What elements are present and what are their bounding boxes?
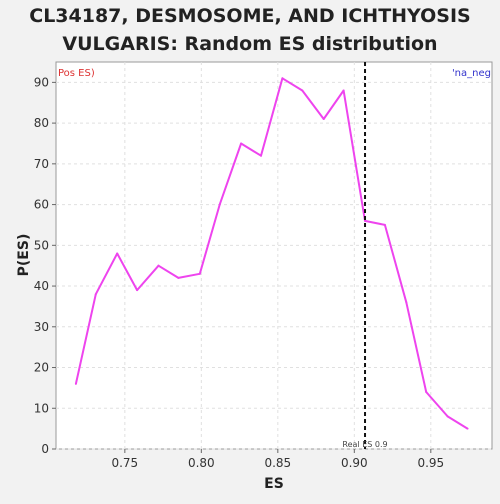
- data-point: [116, 252, 119, 255]
- data-point: [446, 415, 449, 418]
- data-point: [301, 89, 304, 92]
- data-point: [383, 223, 386, 226]
- y-tick-label: 40: [34, 279, 49, 293]
- x-tick-label: 0.85: [264, 456, 291, 470]
- x-tick-label: 0.90: [341, 456, 368, 470]
- plot-area: [55, 61, 493, 450]
- y-tick-label: 0: [41, 442, 49, 456]
- y-tick-label: 60: [34, 198, 49, 212]
- data-point: [342, 89, 345, 92]
- data-point: [405, 301, 408, 304]
- axis-ticks: 0 10 20 30 40 50 60 70 80 90 0.75 0.80 0.85 0.90 0.95: [34, 75, 444, 470]
- x-tick-label: 0.80: [188, 456, 215, 470]
- data-point: [94, 293, 97, 296]
- data-point: [364, 219, 367, 222]
- y-tick-label: 70: [34, 157, 49, 171]
- data-point: [466, 427, 469, 430]
- data-point: [240, 142, 243, 145]
- chart-title-line-2: VULGARIS: Random ES distribution: [62, 33, 437, 55]
- series-line: [74, 77, 469, 430]
- data-point: [259, 154, 262, 157]
- x-tick-label: 0.75: [111, 456, 138, 470]
- grid-lines: [56, 62, 492, 450]
- real-es-group: Real ES 0.9: [342, 62, 388, 449]
- data-point: [74, 382, 77, 385]
- data-point: [218, 203, 221, 206]
- y-tick-label: 50: [34, 238, 49, 252]
- data-point: [198, 272, 201, 275]
- data-point: [157, 264, 160, 267]
- y-tick-label: 80: [34, 116, 49, 130]
- y-tick-label: 90: [34, 75, 49, 89]
- x-tick-label: 0.95: [417, 456, 444, 470]
- data-point: [136, 289, 139, 292]
- data-point: [425, 390, 428, 393]
- data-point: [281, 77, 284, 80]
- data-point: [322, 118, 325, 121]
- y-axis-label: P(ES): [16, 234, 32, 277]
- legend-pos-label: Pos ES): [58, 68, 95, 79]
- y-tick-label: 10: [34, 401, 49, 415]
- y-tick-label: 20: [34, 361, 49, 375]
- real-es-label: Real ES 0.9: [342, 440, 387, 449]
- data-point: [177, 276, 180, 279]
- y-tick-label: 30: [34, 320, 49, 334]
- legend-neg-label: 'na_neg: [452, 68, 491, 79]
- chart-title-line-1: CL34187, DESMOSOME, AND ICHTHYOSIS: [29, 5, 470, 27]
- series-group: [74, 77, 469, 430]
- x-axis-label: ES: [264, 476, 284, 492]
